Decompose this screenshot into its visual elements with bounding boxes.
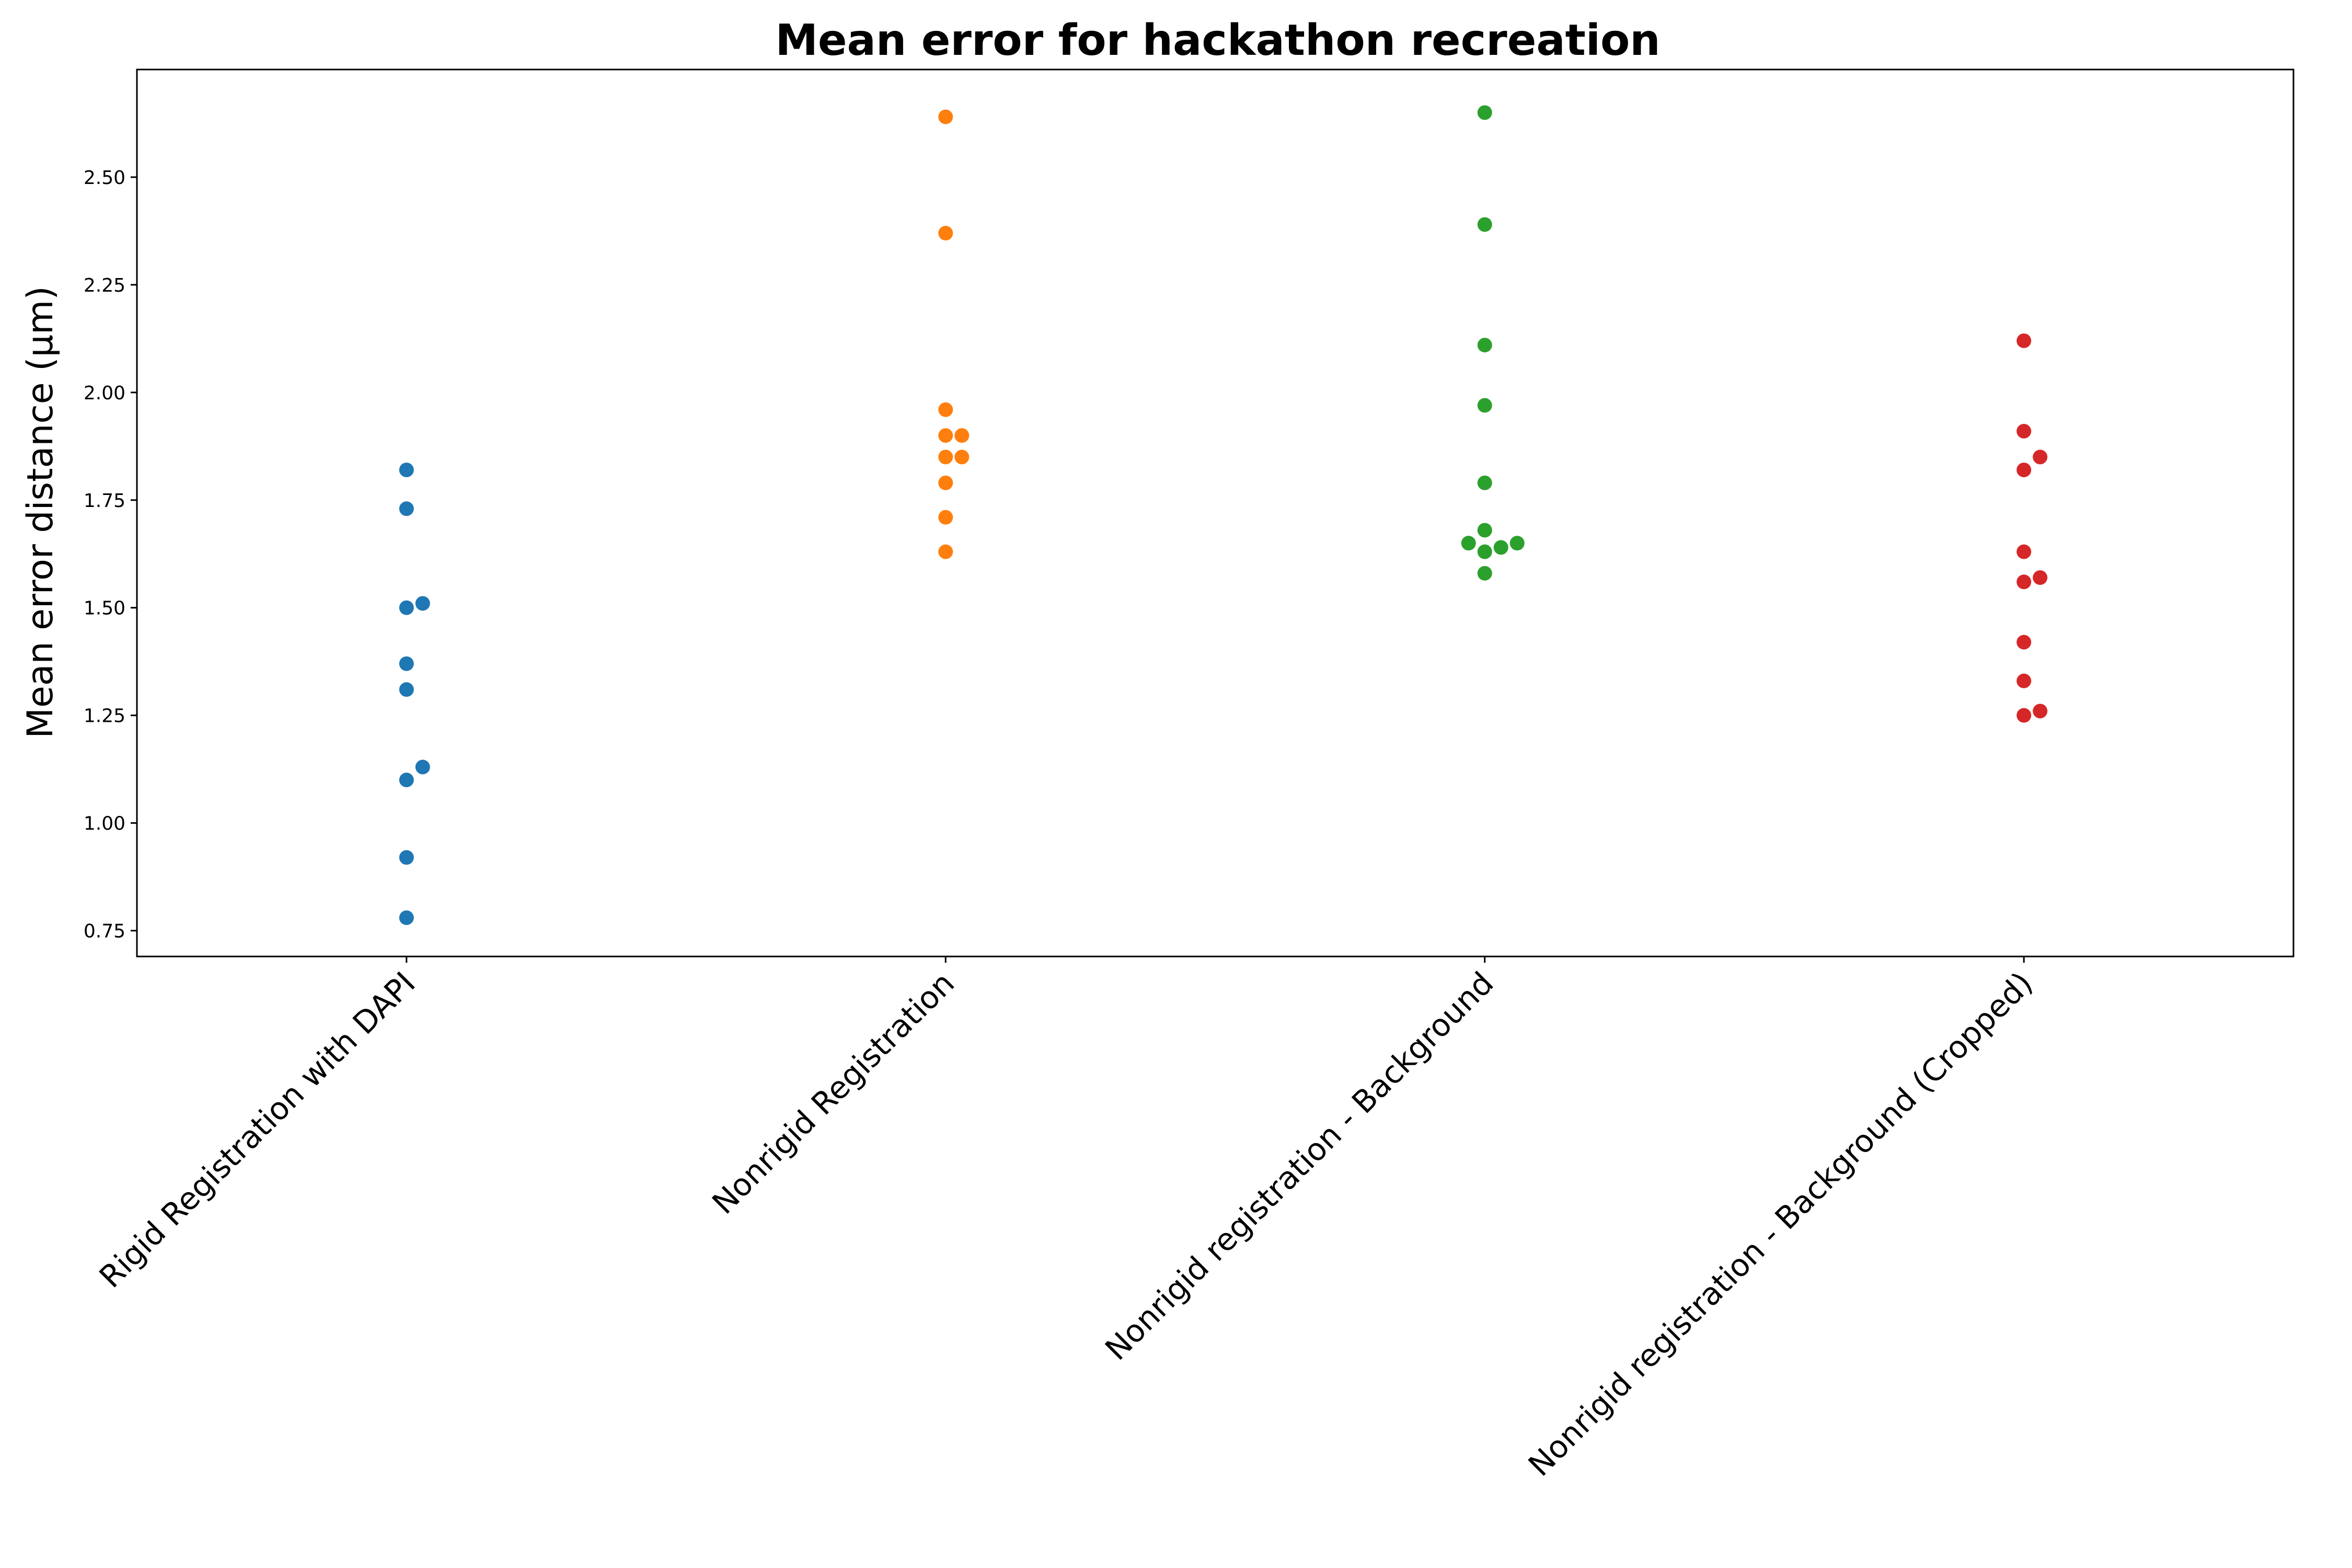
data-point [938,402,953,417]
data-point [1477,544,1492,559]
y-axis-ticks: 0.75 1.00 1.25 1.50 1.75 2.00 2.25 2.50 [84,167,137,942]
data-point [2016,333,2032,348]
data-point [954,428,970,443]
data-point [399,682,414,697]
data-point [2033,704,2048,719]
data-point [399,501,414,516]
x-tick-label: Nonrigid Registration [705,965,961,1221]
data-point [1477,475,1492,490]
data-point [1477,523,1492,538]
data-point [954,449,970,465]
plot-frame [136,68,2295,958]
data-point [399,850,414,865]
data-point [415,759,430,775]
data-point [1477,338,1492,353]
x-tick-label: Nonrigid registration - Background [1098,965,1501,1367]
data-point [938,510,953,525]
data-point [1493,540,1508,555]
data-point [1477,217,1492,232]
data-point [1509,536,1525,551]
data-point [938,544,953,559]
data-point [1477,566,1492,581]
data-point [2033,570,2048,585]
data-point [2016,423,2032,439]
y-tick-label: 1.25 [84,706,125,727]
y-tick-label: 0.75 [84,921,125,942]
data-point [2016,673,2032,688]
x-tick-label: Nonrigid registration - Background (Crop… [1521,965,2040,1483]
data-points [399,105,2048,925]
data-point [2033,449,2048,465]
y-tick-label: 2.25 [84,275,125,296]
data-point [938,226,953,241]
data-point [399,656,414,671]
y-tick-label: 2.00 [84,383,125,404]
data-point [938,109,953,124]
y-axis-label: Mean error distance (µm) [20,286,61,738]
x-axis-ticks: Rigid Registration with DAPI Nonrigid Reg… [92,956,2039,1483]
plot-area [136,68,2295,958]
y-tick-label: 1.50 [84,598,125,619]
data-point [2016,463,2032,478]
data-point [938,475,953,490]
data-point [1477,105,1492,120]
data-point [2016,708,2032,723]
data-point [2016,635,2032,650]
data-point [399,910,414,925]
chart-title: Mean error for hackathon recreation [775,16,1660,65]
y-tick-label: 1.00 [84,813,125,835]
y-tick-label: 2.50 [84,167,125,189]
data-point [2016,574,2032,590]
data-point [399,463,414,478]
data-point [2016,544,2032,559]
data-point [399,773,414,788]
y-tick-label: 1.75 [84,490,125,512]
data-point [1477,398,1492,413]
data-point [938,428,953,443]
data-point [1461,536,1476,551]
data-point [399,600,414,615]
data-point [938,449,953,465]
x-tick-label: Rigid Registration with DAPI [92,965,422,1295]
data-point [415,596,430,611]
